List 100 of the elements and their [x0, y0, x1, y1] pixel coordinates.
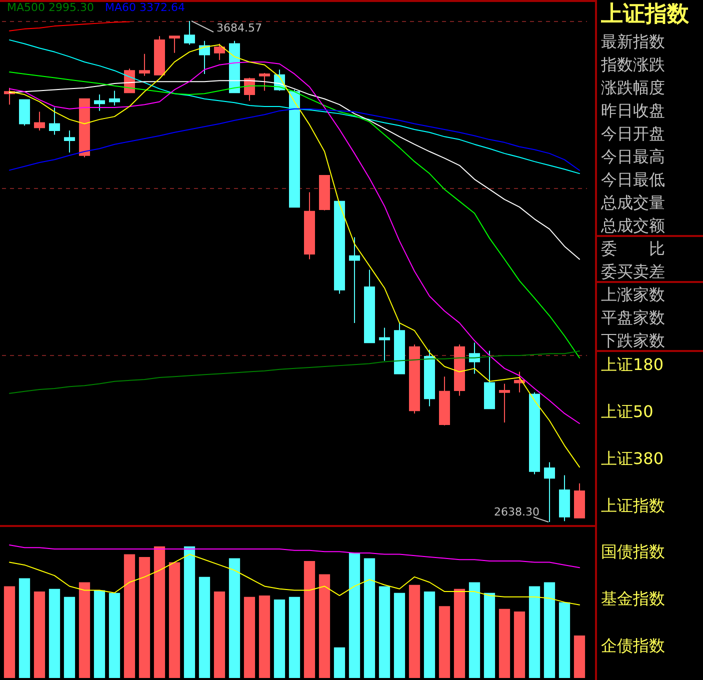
text: 基金指数 — [601, 588, 666, 610]
bar — [394, 592, 406, 678]
bar — [154, 546, 166, 678]
bar — [544, 582, 556, 678]
text: 最新指数 — [601, 31, 666, 53]
candlestick — [424, 349, 435, 407]
candlestick — [559, 474, 570, 522]
bar — [184, 546, 196, 678]
text: 涨跌幅度 — [601, 77, 666, 99]
text: 上证指数 — [601, 494, 666, 517]
candlestick — [499, 383, 510, 424]
bar — [498, 608, 510, 678]
bar — [424, 592, 436, 678]
text: 国债指数 — [601, 541, 666, 564]
text: MA60 3372.64 — [104, 1, 185, 14]
candlestick — [454, 344, 465, 396]
bar — [274, 600, 286, 678]
candlestick — [304, 192, 315, 260]
bar — [558, 602, 570, 678]
candlestick — [574, 482, 585, 518]
candlestick — [64, 130, 75, 153]
candlestick — [259, 72, 270, 92]
bar — [514, 612, 526, 678]
candlestick — [289, 89, 300, 208]
bar — [334, 647, 346, 678]
candlestick — [229, 40, 240, 94]
candlestick — [49, 106, 60, 136]
bar — [124, 554, 136, 678]
bar — [438, 606, 450, 678]
bar — [198, 576, 210, 678]
candlestick — [319, 174, 330, 211]
candlestick — [514, 371, 525, 393]
bar — [528, 586, 540, 678]
text: 上涨家数 — [601, 284, 666, 306]
bar — [34, 592, 46, 678]
candlestick — [349, 236, 360, 324]
text: 总成交额 — [601, 215, 666, 237]
bar — [484, 592, 496, 678]
bar — [348, 552, 360, 678]
bar — [378, 586, 390, 678]
text: 上证指数 — [601, 1, 690, 29]
candlestick — [184, 20, 195, 46]
candlestick — [154, 36, 165, 76]
bar — [64, 596, 76, 678]
text: 平盘家数 — [601, 307, 666, 329]
candlestick — [409, 344, 420, 414]
text: 上证180 — [601, 354, 665, 376]
text: 委买卖差 — [601, 261, 666, 283]
text: 上证50 — [601, 400, 654, 423]
bar — [288, 596, 300, 678]
text: 今日最低 — [601, 169, 666, 191]
candlestick — [199, 40, 210, 74]
bar — [168, 562, 180, 678]
candlestick — [394, 322, 405, 374]
candlestick — [484, 350, 495, 410]
bar — [244, 596, 256, 678]
bar — [48, 588, 60, 678]
candlestick — [469, 342, 480, 374]
text: 今日最高 — [601, 146, 666, 168]
bar — [94, 590, 106, 678]
text: 下跌家数 — [601, 330, 666, 352]
bar — [4, 586, 16, 678]
candlestick — [439, 376, 450, 426]
bar — [364, 558, 376, 678]
text: MA500 2995.30 — [7, 1, 94, 14]
candlestick — [334, 200, 345, 294]
bar — [228, 558, 240, 678]
bar — [78, 582, 90, 678]
candlestick — [139, 53, 150, 76]
text: 上证380 — [601, 448, 665, 470]
annotation: 3684.57 — [216, 22, 262, 34]
candlestick — [34, 111, 45, 131]
candlestick — [79, 98, 90, 158]
candlestick — [169, 36, 180, 54]
text: 总成交量 — [601, 192, 666, 214]
text: 今日开盘 — [601, 123, 666, 145]
bar — [408, 584, 420, 678]
bar — [108, 592, 120, 678]
bar — [574, 635, 586, 678]
bar — [318, 574, 330, 678]
candlestick — [109, 90, 120, 106]
text: 企债指数 — [601, 635, 666, 658]
bar — [468, 582, 480, 678]
candlestick — [19, 99, 30, 126]
candlestick — [94, 94, 105, 112]
bar — [258, 596, 270, 678]
text: 昨日收盘 — [601, 100, 666, 122]
bar — [304, 560, 316, 678]
text: 指数涨跌 — [601, 54, 666, 76]
bar — [18, 578, 30, 678]
annotation: 2638.30 — [494, 506, 540, 518]
candlestick — [529, 392, 540, 475]
candlestick — [214, 43, 225, 61]
candlestick — [379, 327, 390, 362]
bar — [214, 592, 226, 678]
candlestick — [364, 269, 375, 344]
candlestick — [544, 462, 555, 522]
bar — [454, 588, 466, 678]
bar — [138, 556, 150, 678]
text: 委 比 — [601, 238, 666, 260]
